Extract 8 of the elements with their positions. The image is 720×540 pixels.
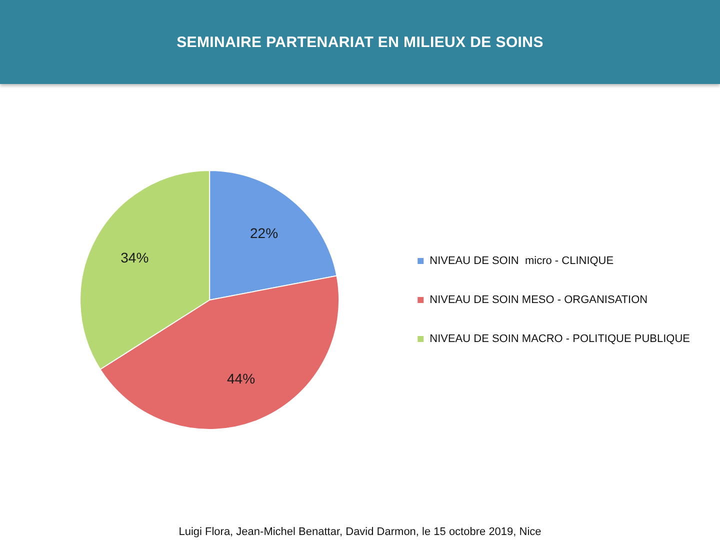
legend-label: NIVEAU DE SOIN micro - CLINIQUE xyxy=(430,255,614,268)
legend-label: NIVEAU DE SOIN MESO - ORGANISATION xyxy=(430,294,648,306)
legend-label: NIVEAU DE SOIN MACRO - POLITIQUE PUBLIQUE xyxy=(430,333,690,346)
data-label: 34% xyxy=(120,250,149,266)
text: Luigi Flora, Jean-Michel Benattar, David Darmon, le 15 octobre 2019, Nice xyxy=(178,526,542,538)
data-label: 44% xyxy=(227,370,256,386)
data-label: 22% xyxy=(250,225,278,242)
chart-title: SEMINAIRE PARTENARIAT EN MILIEUX DE SOINS xyxy=(176,34,544,51)
